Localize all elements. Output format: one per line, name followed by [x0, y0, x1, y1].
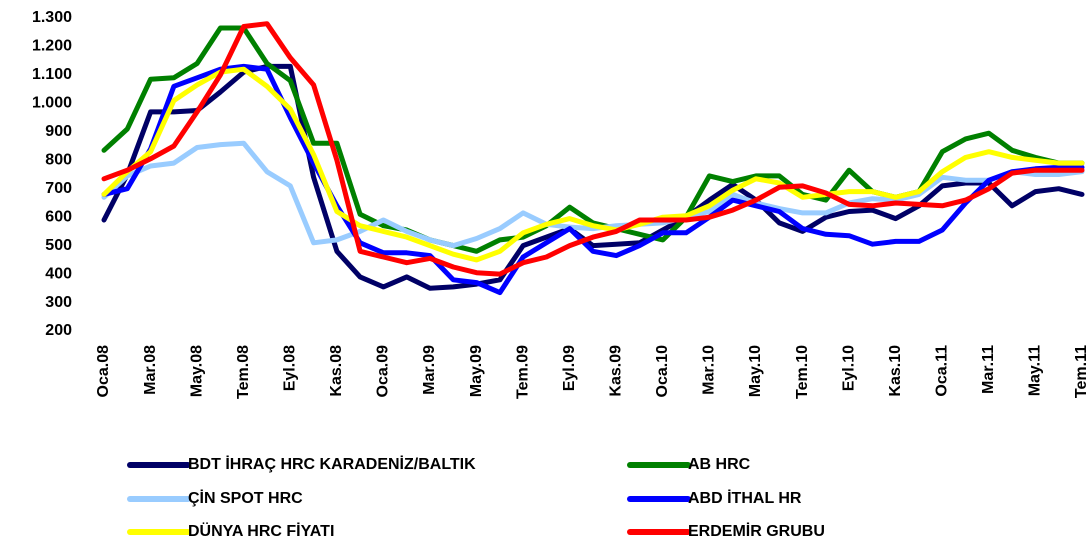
y-tick-label: 500 — [45, 237, 72, 254]
legend-label: BDT İHRAÇ HRC KARADENİZ/BALTIK — [188, 455, 476, 473]
y-tick-label: 800 — [45, 151, 72, 168]
y-tick-label: 400 — [45, 265, 72, 282]
x-tick-label: Kas.10 — [887, 345, 904, 397]
x-tick-label: Mar.10 — [701, 345, 718, 395]
series-line — [101, 66, 1085, 263]
y-tick-label: 1.300 — [32, 9, 72, 26]
x-tick-label: Oca.10 — [654, 345, 671, 398]
legend-label: DÜNYA HRC FİYATI — [188, 521, 334, 540]
legend-label: ÇİN SPOT HRC — [188, 489, 303, 507]
x-tick-label: Mar.09 — [421, 345, 438, 395]
y-tick-label: 900 — [45, 123, 72, 140]
series-line — [101, 140, 1085, 249]
x-tick-label: Kas.09 — [608, 345, 625, 397]
x-tick-label: Tem.11 — [1073, 345, 1090, 398]
legend-label: ABD İTHAL HR — [688, 489, 802, 507]
legend-label: ERDEMİR GRUBU — [688, 522, 825, 540]
series-line — [101, 25, 1085, 254]
series-line — [101, 21, 1085, 277]
x-tick-label: Kas.08 — [328, 345, 345, 397]
y-tick-label: 1.200 — [32, 38, 72, 55]
y-tick-label: 700 — [45, 180, 72, 197]
x-tick-label: Mar.08 — [142, 345, 159, 395]
x-tick-label: Tem.09 — [514, 345, 531, 399]
x-tick-label: May.11 — [1027, 345, 1044, 396]
x-tick-label: Eyl.09 — [561, 345, 578, 391]
y-tick-label: 200 — [45, 322, 72, 339]
x-tick-label: May.10 — [747, 345, 764, 397]
x-tick-label: Tem.10 — [794, 345, 811, 399]
y-tick-label: 1.000 — [32, 95, 72, 112]
x-tick-label: Oca.08 — [95, 345, 112, 398]
x-tick-label: Mar.11 — [980, 345, 997, 394]
series-line — [101, 63, 1085, 296]
x-tick-label: May.08 — [188, 345, 205, 397]
y-tick-label: 600 — [45, 208, 72, 225]
x-tick-label: Eyl.08 — [282, 345, 299, 391]
x-tick-label: Oca.09 — [375, 345, 392, 398]
y-tick-label: 1.100 — [32, 66, 72, 83]
x-tick-label: May.09 — [468, 345, 485, 397]
x-tick-label: Oca.11 — [934, 345, 951, 397]
legend-label: AB HRC — [688, 456, 751, 473]
x-tick-label: Tem.08 — [235, 345, 252, 399]
y-tick-label: 300 — [45, 294, 72, 311]
x-tick-label: Eyl.10 — [840, 345, 857, 391]
